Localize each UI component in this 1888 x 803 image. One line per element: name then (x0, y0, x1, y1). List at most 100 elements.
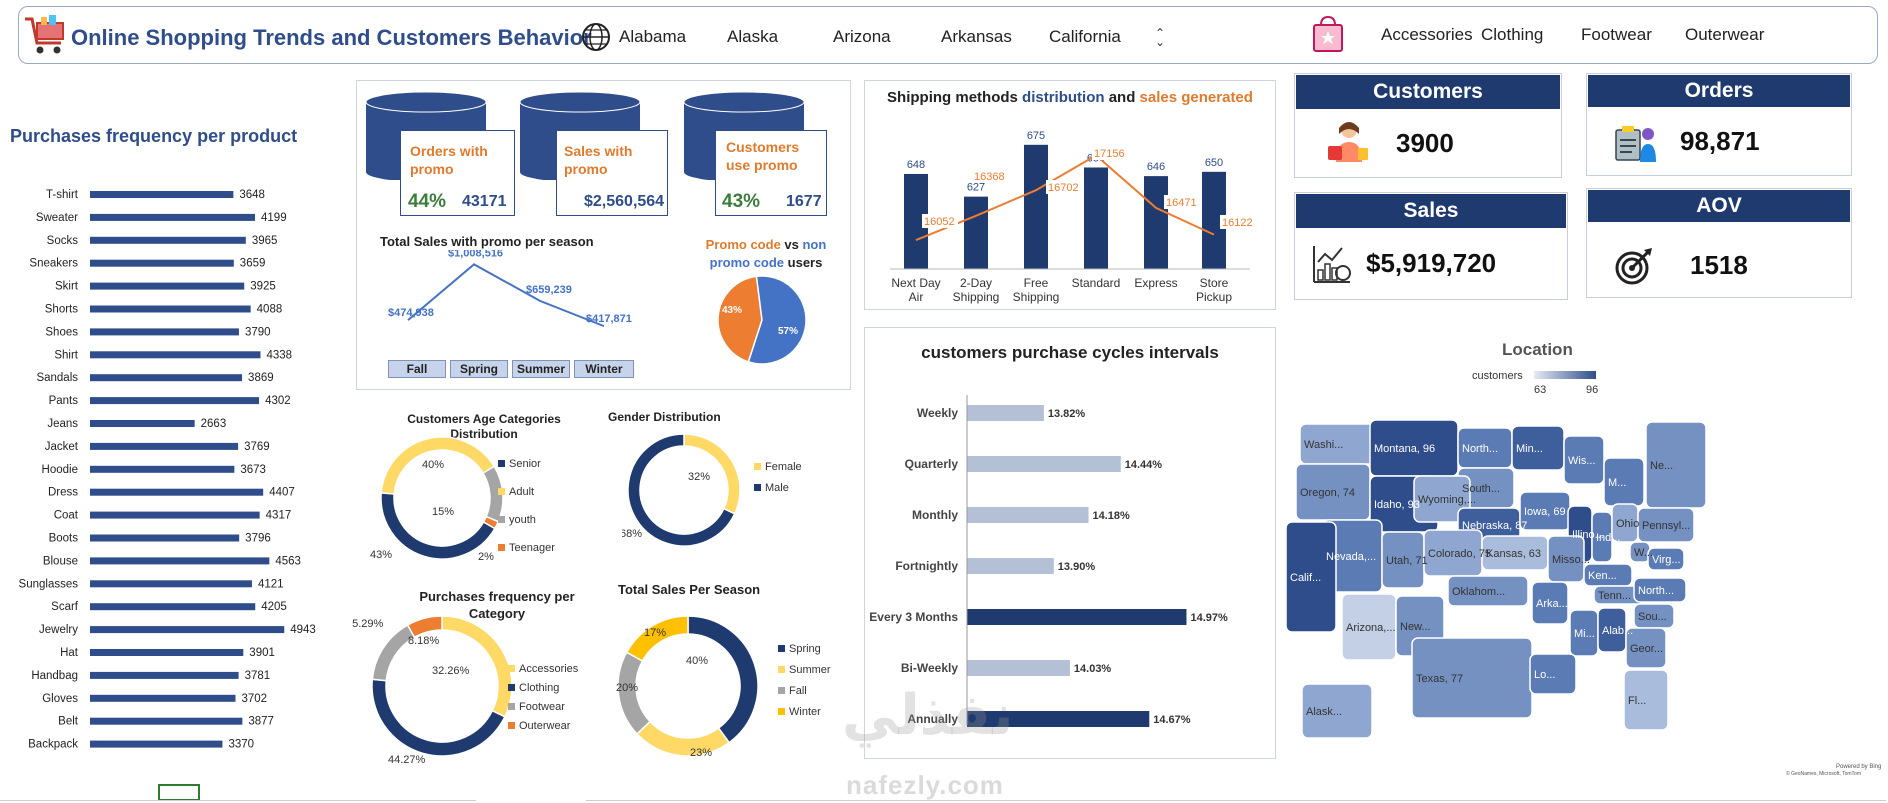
promo-orders-value: 43171 (462, 193, 507, 210)
map-state-label: Utah, 71 (1386, 555, 1428, 567)
product-data-label: 3702 (241, 693, 267, 705)
product-bar (90, 213, 256, 221)
product-data-label: 3790 (245, 326, 271, 338)
sales-growth-chart-icon (1313, 246, 1351, 283)
product-data-label: 4088 (257, 304, 283, 316)
promo-orders-pct: 44% (408, 191, 447, 212)
category-donut-data-label: 15.29% (352, 618, 384, 630)
gender-donut-data-label: 68% (622, 528, 642, 540)
aov-kpi-label: AOV (1588, 190, 1850, 222)
season-filter-spring[interactable]: Spring (450, 360, 508, 378)
map-state-label: Arka... (1536, 598, 1568, 610)
cycle-tick-label: Every 3 Months (869, 610, 958, 624)
map-state-label: Mi... (1574, 628, 1595, 640)
promo-sales-card (556, 130, 668, 216)
product-data-label: 4407 (269, 487, 295, 499)
promo-season-chart-title: Total Sales with promo per season (380, 234, 594, 249)
category-filter-footwear[interactable]: Footwear (1581, 25, 1652, 44)
shopping-bag-icon (1313, 15, 1343, 52)
category-filter-accessories[interactable]: Accessories (1381, 25, 1473, 44)
slicer-scroll-arrows-icon[interactable]: ⌃ ⌄ (1155, 26, 1166, 49)
cycle-bar (967, 711, 1150, 727)
category-filter-outerwear[interactable]: Outerwear (1685, 25, 1765, 44)
watermark-logo: نفذلي (842, 683, 1014, 746)
map-state-region (1547, 535, 1585, 583)
product-tick-label: Jeans (47, 418, 78, 430)
product-bar (90, 511, 260, 519)
product-tick-label: Dress (48, 487, 78, 499)
map-state-label: Nevada,... (1326, 551, 1376, 563)
promo-pie-title-part: non promo code (709, 237, 827, 270)
category-donut-legend-label: Accessories (519, 663, 579, 675)
map-state-label: Nebraska, 87 (1462, 520, 1527, 532)
shipping-bar (964, 196, 988, 269)
product-data-label: 3659 (240, 258, 266, 270)
product-bar (90, 488, 264, 496)
shipping-line-label-bg (922, 214, 958, 228)
map-state-label: Ken... (1588, 570, 1617, 582)
promo-sales-value: $2,560,564 (584, 193, 665, 210)
products-bar-chart: T-shirt 3648 Sweater 4199 Socks 3965 Sneakers 3… (19, 189, 316, 751)
state-filter-arizona[interactable]: Arizona (833, 27, 891, 46)
promo-customers-pct: 43% (722, 191, 761, 212)
watermark-logo: nafezly.com (846, 770, 1004, 800)
map-state-label: Min... (1516, 443, 1543, 455)
product-bar (90, 626, 285, 634)
map-state-label: North... (1638, 585, 1674, 597)
cycle-bar (967, 660, 1070, 676)
category-filter-clothing[interactable]: Clothing (1481, 25, 1544, 44)
product-bar (90, 191, 234, 198)
map-state-label: Ohio (1616, 518, 1639, 530)
products-chart-title: Purchases frequency per product (10, 126, 298, 146)
selected-cell-indicator[interactable] (158, 784, 200, 801)
shipping-tick-label: Free (1024, 276, 1049, 290)
season-filter-winter[interactable]: Winter (574, 360, 634, 378)
season-donut-legend-swatch (778, 645, 785, 652)
category-donut-data-label: 8.18% (408, 635, 439, 647)
shipping-bar (1144, 176, 1168, 269)
product-tick-label: Jacket (45, 441, 79, 453)
cycle-bar (967, 507, 1089, 523)
map-state-label: Tenn... (1598, 590, 1631, 602)
age-donut-legend-swatch (498, 544, 505, 551)
age-donut-legend-label: Teenager (509, 542, 555, 554)
us-states-map[interactable]: Washi... Montana, 96 North... Min... Oregon,… (1282, 418, 1830, 768)
age-donut-slice (380, 492, 496, 560)
gender-donut-legend-swatch (754, 484, 761, 491)
product-tick-label: Boots (49, 533, 79, 545)
cycle-bar (967, 609, 1187, 625)
shipping-bar (1024, 144, 1048, 269)
state-filter-california[interactable]: California (1049, 27, 1121, 46)
product-data-label: 3673 (240, 464, 266, 476)
map-state-label: South... (1462, 483, 1500, 495)
state-filter-alabama[interactable]: Alabama (619, 27, 687, 46)
product-data-label: 4199 (261, 212, 287, 224)
sheet-divider (586, 800, 1886, 801)
category-donut-slice (406, 615, 443, 639)
age-donut-legend-swatch (498, 488, 505, 495)
state-filter-arkansas[interactable]: Arkansas (941, 27, 1012, 46)
cycle-data-label: 14.97% (1190, 612, 1228, 624)
gender-donut-legend-label: Female (765, 461, 802, 473)
map-state-label: Calif... (1290, 572, 1321, 584)
age-donut-legend-swatch (498, 460, 505, 467)
state-filter-alaska[interactable]: Alaska (727, 27, 779, 46)
category-donut-legend-label: Outerwear (519, 720, 571, 732)
promo-pie-slice (717, 275, 763, 363)
orders-kpi-value: 98,871 (1680, 126, 1760, 156)
shipping-combo-chart: 6486276756546466501605216368167021715616… (890, 130, 1256, 304)
map-state-label: Montana, 96 (1374, 443, 1435, 455)
season-filter-summer[interactable]: Summer (512, 360, 570, 378)
season-donut-legend-swatch (778, 666, 785, 673)
season-filter-fall[interactable]: Fall (388, 360, 446, 378)
map-state-label: Wis... (1568, 455, 1596, 467)
season-donut-slice (625, 615, 689, 662)
product-data-label: 4943 (290, 624, 316, 636)
map-state-label: Oregon, 74 (1300, 487, 1355, 499)
product-tick-label: Skirt (55, 281, 79, 293)
shipping-bar-data-label: 648 (907, 159, 925, 171)
product-data-label: 3965 (252, 235, 278, 247)
season-donut-legend-label: Summer (789, 664, 831, 676)
product-data-label: 3769 (244, 441, 270, 453)
cycle-tick-label: Bi-Weekly (901, 661, 958, 675)
